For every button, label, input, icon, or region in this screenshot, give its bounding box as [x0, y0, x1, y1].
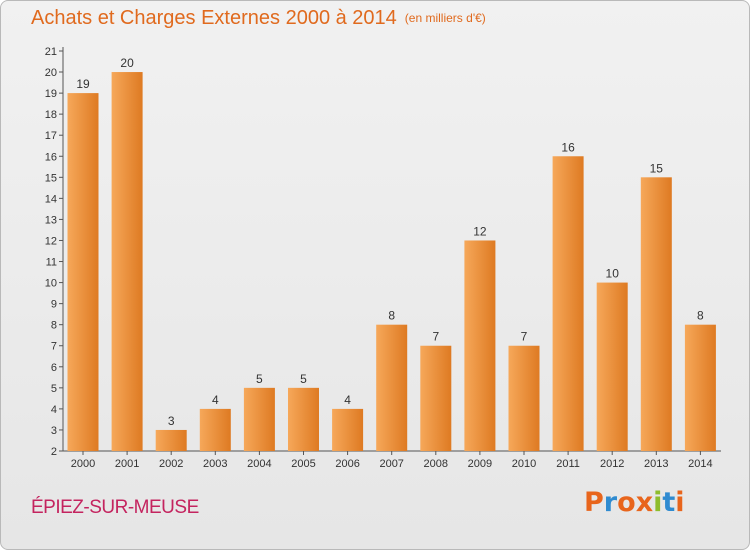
x-tick-label: 2005 — [291, 458, 315, 470]
x-tick-label: 2006 — [335, 458, 359, 470]
bar — [552, 156, 584, 451]
y-tick-label: 18 — [45, 109, 57, 121]
commune-name: ÉPIEZ-SUR-MEUSE — [31, 497, 199, 518]
y-tick-label: 11 — [46, 257, 57, 269]
bars-layer — [67, 72, 716, 452]
y-tick-label: 2 — [51, 446, 57, 458]
x-tick-label: 2001 — [115, 458, 139, 470]
bar — [640, 177, 672, 451]
data-label: 4 — [344, 393, 351, 407]
proxiti-logo: Proxiti — [584, 487, 685, 518]
y-tick-label: 9 — [51, 299, 57, 311]
data-label: 10 — [606, 267, 620, 281]
logo-letter: r — [603, 487, 618, 518]
bar — [67, 93, 99, 452]
y-tick-label: 14 — [45, 193, 57, 205]
data-label: 12 — [473, 224, 487, 238]
data-label: 15 — [650, 161, 664, 175]
bar — [155, 429, 187, 451]
logo-letter: o — [617, 487, 636, 518]
title-text: Achats et Charges Externes 2000 à 2014 — [31, 7, 397, 29]
data-label: 3 — [168, 414, 175, 428]
logo-letter: t — [662, 487, 676, 518]
labels-layer: 2000 19 2001 20 2002 3 2003 4 2004 5 2005 5 2006 4 200… — [71, 56, 713, 470]
data-label: 7 — [432, 330, 439, 344]
x-tick-label: 2013 — [644, 458, 668, 470]
bar — [243, 387, 275, 451]
y-tick-label: 7 — [51, 341, 57, 353]
x-tick-label: 2009 — [468, 458, 492, 470]
y-tick-label: 16 — [45, 151, 57, 163]
title-unit: (en milliers d'€) — [404, 11, 486, 25]
x-tick-label: 2000 — [71, 458, 95, 470]
data-label: 8 — [388, 309, 395, 323]
x-tick-label: 2014 — [688, 458, 712, 470]
data-label: 8 — [697, 309, 704, 323]
y-tick-label: 17 — [45, 130, 57, 142]
data-label: 19 — [76, 77, 90, 91]
y-tick-label: 12 — [45, 235, 57, 247]
y-tick-label: 15 — [45, 172, 57, 184]
logo-letter: P — [584, 487, 604, 518]
logo-letter: i — [653, 487, 663, 518]
bar — [684, 324, 716, 451]
data-label: 16 — [561, 140, 575, 154]
y-tick-label: 10 — [45, 278, 57, 290]
x-tick-label: 2004 — [247, 458, 271, 470]
bar — [508, 345, 540, 451]
bar — [464, 240, 496, 451]
bar — [111, 72, 143, 451]
x-tick-label: 2008 — [424, 458, 448, 470]
bar — [420, 345, 452, 451]
y-tick-label: 19 — [45, 88, 57, 100]
x-tick-label: 2003 — [203, 458, 227, 470]
bar — [596, 282, 628, 451]
y-tick-label: 21 — [45, 46, 57, 58]
bar — [332, 408, 364, 451]
data-label: 7 — [521, 330, 528, 344]
x-tick-label: 2007 — [379, 458, 403, 470]
bar — [376, 324, 408, 451]
data-label: 4 — [212, 393, 219, 407]
y-tick-label: 8 — [51, 320, 57, 332]
x-tick-label: 2010 — [512, 458, 536, 470]
bar — [199, 408, 231, 451]
x-tick-label: 2012 — [600, 458, 624, 470]
logo-letter: i — [675, 487, 685, 518]
data-label: 5 — [300, 372, 307, 386]
data-label: 5 — [256, 372, 263, 386]
y-tick-label: 20 — [45, 67, 57, 79]
bar — [288, 387, 319, 451]
data-label: 20 — [120, 56, 134, 70]
logo-letter: x — [635, 487, 654, 518]
x-tick-label: 2011 — [556, 458, 580, 470]
y-tick-label: 3 — [51, 425, 57, 437]
y-tick-label: 4 — [51, 404, 57, 416]
y-tick-label: 6 — [51, 362, 57, 374]
y-tick-label: 13 — [45, 214, 57, 226]
y-tick-label: 5 — [51, 383, 57, 395]
x-tick-label: 2002 — [159, 458, 183, 470]
chart-title: Achats et Charges Externes 2000 à 2014 (e… — [31, 7, 486, 30]
